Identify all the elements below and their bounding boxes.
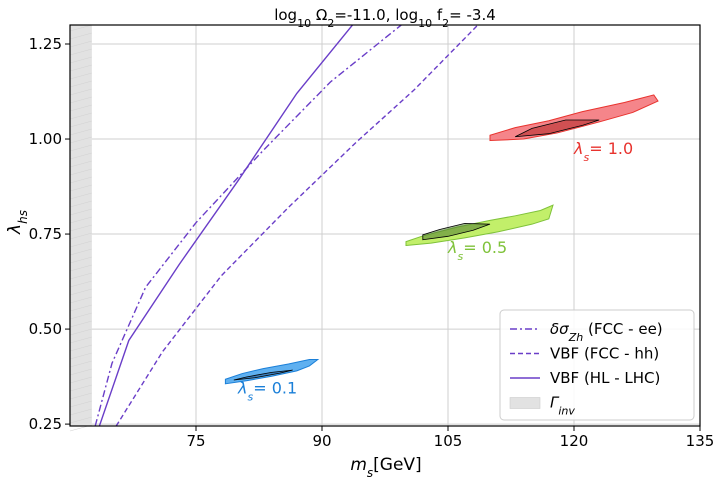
gamma-inv-hatch bbox=[69, 344, 92, 352]
legend-swatch-patch bbox=[509, 397, 541, 409]
gamma-inv-hatch bbox=[69, 120, 92, 128]
region-inner-2 bbox=[422, 223, 491, 241]
gamma-inv-hatch bbox=[69, 328, 92, 336]
gamma-inv-hatch bbox=[69, 408, 92, 416]
gamma-inv-hatch bbox=[69, 336, 92, 344]
gamma-inv-hatch bbox=[69, 88, 92, 96]
gamma-inv-hatch bbox=[69, 184, 92, 192]
gamma-inv-hatch bbox=[69, 168, 92, 176]
gamma-inv-hatch bbox=[69, 128, 92, 136]
gamma-inv-hatch bbox=[69, 208, 92, 216]
y-tick-label: 1.25 bbox=[29, 35, 62, 53]
gamma-inv-hatch bbox=[69, 312, 92, 320]
gamma-inv-hatch bbox=[69, 64, 92, 72]
region-label-2: λs= 0.5 bbox=[447, 238, 507, 263]
legend-label-4: Γinv bbox=[550, 394, 575, 418]
gamma-inv-hatch bbox=[69, 304, 92, 312]
region-label-3: λs= 1.0 bbox=[573, 139, 633, 164]
region-inner-1 bbox=[233, 369, 293, 381]
y-tick-label: 0.25 bbox=[29, 415, 62, 433]
y-tick-label: 0.75 bbox=[29, 225, 62, 243]
gamma-inv-hatch bbox=[69, 272, 92, 280]
y-tick-label: 0.50 bbox=[29, 320, 62, 338]
gamma-inv-hatch bbox=[69, 96, 92, 104]
gamma-inv-hatch bbox=[69, 160, 92, 168]
gamma-inv-hatch bbox=[69, 352, 92, 360]
gamma-inv-hatch bbox=[69, 248, 92, 256]
gamma-inv-hatch bbox=[69, 392, 92, 400]
x-tick-label: 105 bbox=[434, 432, 463, 450]
series-line-3 bbox=[98, 25, 354, 426]
legend-label-3: VBF (HL - LHC) bbox=[550, 369, 660, 387]
gamma-inv-hatch bbox=[69, 152, 92, 160]
gamma-inv-hatch bbox=[69, 200, 92, 208]
gamma-inv-hatch bbox=[69, 144, 92, 152]
x-axis-label: ms[GeV] bbox=[350, 455, 421, 477]
x-tick-label: 75 bbox=[186, 432, 205, 450]
gamma-inv-hatch bbox=[69, 48, 92, 56]
gamma-inv-hatch bbox=[69, 280, 92, 288]
gamma-inv-hatch bbox=[69, 24, 92, 32]
legend-label-1: δσZh (FCC - ee) bbox=[550, 320, 663, 344]
gamma-inv-hatch bbox=[69, 224, 92, 232]
gamma-inv-hatch bbox=[69, 368, 92, 376]
gamma-inv-hatch bbox=[69, 360, 92, 368]
gamma-inv-hatch bbox=[69, 376, 92, 384]
gamma-inv-hatch bbox=[69, 72, 92, 80]
gamma-inv-hatch bbox=[69, 320, 92, 328]
chart-title: log10 Ω2=-11.0, log10 f2= -3.4 bbox=[274, 6, 496, 30]
series-line-2 bbox=[115, 25, 479, 426]
gamma-inv-hatch bbox=[69, 288, 92, 296]
region-label-1: λs= 0.1 bbox=[237, 379, 297, 404]
legend-label-2: VBF (FCC - hh) bbox=[550, 345, 659, 363]
gamma-inv-hatch bbox=[69, 232, 92, 240]
gamma-inv-hatch bbox=[69, 384, 92, 392]
gamma-inv-hatch bbox=[69, 40, 92, 48]
gamma-inv-hatch bbox=[69, 32, 92, 40]
y-tick-label: 1.00 bbox=[29, 130, 62, 148]
gamma-inv-hatch bbox=[69, 112, 92, 120]
gamma-inv-hatch bbox=[69, 416, 92, 424]
plot-frame bbox=[69, 24, 701, 427]
y-axis-label: λhs bbox=[5, 210, 30, 235]
series-line-1 bbox=[94, 25, 403, 426]
x-tick-label: 90 bbox=[312, 432, 331, 450]
gamma-inv-hatch bbox=[69, 296, 92, 304]
gamma-inv-hatch bbox=[69, 56, 92, 64]
gamma-inv-hatch bbox=[69, 216, 92, 224]
region-inner-3 bbox=[515, 119, 600, 138]
gamma-inv-hatch bbox=[69, 400, 92, 408]
gamma-inv-hatch bbox=[69, 104, 92, 112]
x-tick-label: 120 bbox=[560, 432, 589, 450]
x-tick-label: 135 bbox=[686, 432, 715, 450]
gamma-inv-hatch bbox=[69, 192, 92, 200]
gamma-inv-hatch bbox=[69, 240, 92, 248]
gamma-inv-hatch bbox=[69, 136, 92, 144]
gamma-inv-hatch bbox=[69, 264, 92, 272]
legend-box bbox=[499, 309, 695, 421]
gamma-inv-hatch bbox=[69, 80, 92, 88]
gamma-inv-hatch bbox=[69, 256, 92, 264]
gamma-inv-hatch bbox=[69, 176, 92, 184]
